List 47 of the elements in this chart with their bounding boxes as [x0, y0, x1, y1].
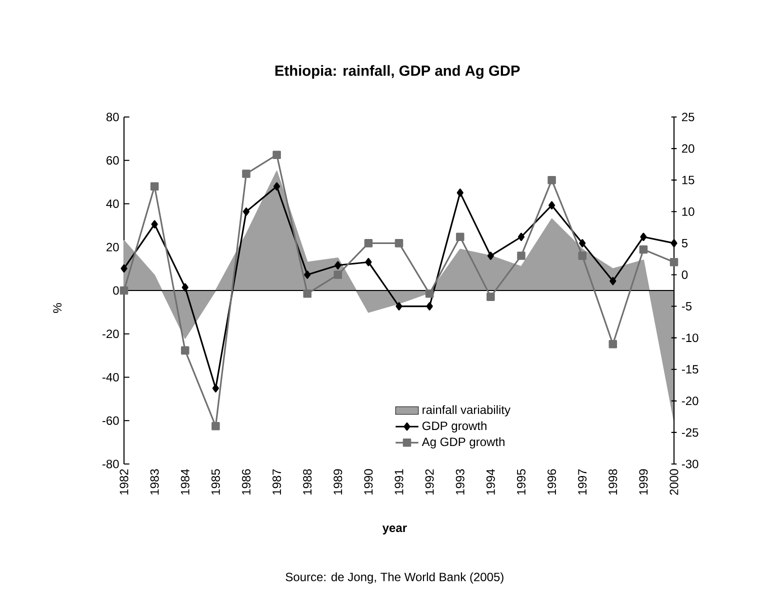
y-tick-label: -20 — [102, 330, 119, 338]
y-tick-label: 40 — [106, 199, 119, 208]
x-tick-label: 1988 — [303, 469, 312, 494]
y2-tick-label: -15 — [682, 365, 698, 374]
x-tick-label: 1992 — [425, 469, 434, 494]
y2-tick-label: 10 — [682, 207, 694, 216]
x-tick-label: 2000 — [670, 469, 678, 495]
y-tick-label: 0 — [113, 286, 119, 295]
x-tick-label: 1994 — [486, 469, 495, 494]
x-tick-label: 1991 — [394, 469, 404, 494]
y2-tick-label: -20 — [682, 396, 698, 406]
x-tick-label: 1998 — [608, 469, 618, 494]
y-tick-label: -60 — [102, 416, 119, 425]
source-note: Source: de Jong, The World Bank (2005) — [286, 572, 504, 584]
x-tick-label: 1986 — [242, 469, 250, 494]
y2-tick-label: -25 — [682, 428, 698, 437]
y2-tick-label: -30 — [682, 460, 698, 468]
y-tick-label: -80 — [102, 460, 119, 468]
y2-tick-label: 20 — [682, 144, 694, 153]
y-tick-label: 60 — [106, 156, 119, 165]
legend-label: Ag GDP growth — [422, 437, 504, 448]
y-tick-label: -40 — [102, 372, 119, 382]
y2-tick-label: 25 — [682, 112, 694, 122]
x-axis-title: year — [382, 526, 407, 534]
y2-tick-label: 0 — [682, 270, 688, 279]
x-tick-label: 1997 — [578, 469, 587, 494]
y2-tick-label: 5 — [682, 238, 688, 248]
x-tick-label: 1987 — [272, 469, 282, 494]
x-tick-label: 1993 — [456, 469, 464, 494]
y-tick-label: 20 — [106, 242, 119, 252]
x-tick-label: 1990 — [364, 469, 373, 494]
y-tick-label: 80 — [106, 112, 119, 122]
y-axis-title: % — [53, 303, 62, 313]
y2-tick-label: 15 — [682, 176, 694, 184]
x-tick-label: 1996 — [548, 469, 556, 494]
x-tick-label: 1983 — [150, 469, 159, 494]
x-tick-label: 1985 — [211, 469, 220, 494]
x-tick-label: 1989 — [334, 469, 342, 494]
x-tick-label: 1995 — [516, 469, 526, 494]
y2-tick-label: -5 — [682, 302, 692, 310]
x-tick-label: 1999 — [639, 469, 648, 494]
x-tick-label: 1982 — [120, 469, 128, 494]
legend-label: rainfall variability — [422, 405, 510, 416]
legend-label: GDP growth — [422, 421, 486, 432]
x-tick-label: 1984 — [180, 469, 190, 494]
y2-tick-label: -10 — [682, 334, 698, 342]
chart-title: Ethiopia: rainfall, GDP and Ag GDP — [275, 65, 520, 79]
